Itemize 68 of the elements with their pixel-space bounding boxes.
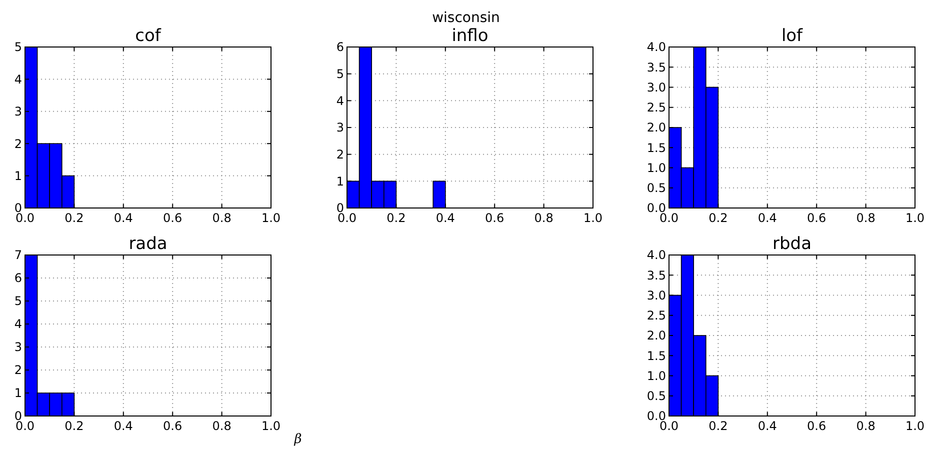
y-tick-label: 4.0 xyxy=(646,248,666,262)
y-tick-label: 3 xyxy=(336,120,344,135)
y-tick-label: 2 xyxy=(14,363,22,378)
x-tick-label: 0.8 xyxy=(856,211,876,225)
x-tick-label: 1.0 xyxy=(905,211,925,225)
x-tick-label: 0.4 xyxy=(436,211,455,225)
x-tick-label: 0.4 xyxy=(114,419,133,433)
y-tick-label: 2 xyxy=(336,148,344,162)
x-tick-label: 0.2 xyxy=(708,211,728,225)
text: wisconsin xyxy=(432,10,500,26)
y-tick-label: 1 xyxy=(14,169,22,183)
y-tick-label: 1.5 xyxy=(646,348,666,363)
chart-title: lof xyxy=(781,26,804,46)
chart-title: inflo xyxy=(452,26,488,46)
y-tick-label: 3.0 xyxy=(646,80,666,94)
y-tick-label: 4.0 xyxy=(646,40,666,54)
y-tick-label: 4 xyxy=(14,317,22,332)
x-tick-label: 0.2 xyxy=(708,419,728,433)
x-tick-label: 1.0 xyxy=(261,419,281,433)
y-tick-label: 2.5 xyxy=(646,100,666,115)
y-tick-label: 3.5 xyxy=(646,268,666,282)
x-tick-label: 0.6 xyxy=(163,211,182,225)
x-tick-label: 0.6 xyxy=(163,419,182,433)
y-tick-label: 3.0 xyxy=(646,288,666,302)
x-tick-label: 0.4 xyxy=(758,211,777,225)
x-tick-label: 0.8 xyxy=(212,419,232,433)
y-tick-label: 5 xyxy=(14,40,22,54)
x-tick-label: 0.2 xyxy=(64,419,84,433)
x-tick-label: 0.8 xyxy=(856,419,876,433)
y-tick-label: 3 xyxy=(14,340,22,354)
chart-title: rbda xyxy=(772,234,812,254)
y-tick-label: 1.0 xyxy=(646,368,666,383)
x-tick-label: 0.2 xyxy=(386,211,406,225)
x-axis-title: β xyxy=(293,432,302,447)
chart-title: cof xyxy=(135,26,162,46)
y-tick-label: 1 xyxy=(336,174,344,188)
y-tick-label: 2.0 xyxy=(646,120,666,135)
x-tick-label: 0.0 xyxy=(659,419,679,433)
y-tick-label: 4 xyxy=(14,72,22,86)
y-tick-label: 0.5 xyxy=(646,389,666,404)
y-tick-label: 5 xyxy=(336,67,344,82)
x-tick-label: 0.8 xyxy=(212,211,232,225)
y-tick-label: 2.0 xyxy=(646,328,666,343)
x-tick-label: 1.0 xyxy=(905,419,925,433)
y-tick-label: 1.5 xyxy=(646,140,666,155)
x-tick-label: 0.8 xyxy=(534,211,554,225)
y-tick-label: 3.5 xyxy=(646,60,666,74)
x-tick-label: 0.6 xyxy=(807,419,826,433)
y-tick-label: 6 xyxy=(336,40,344,54)
x-tick-label: 0.4 xyxy=(114,211,133,225)
x-tick-label: 0.0 xyxy=(659,211,679,225)
y-tick-label: 1 xyxy=(14,386,22,400)
y-tick-label: 4 xyxy=(336,94,344,108)
y-tick-label: 7 xyxy=(14,248,22,262)
x-tick-label: 1.0 xyxy=(261,211,281,225)
x-tick-label: 0.6 xyxy=(485,211,504,225)
x-tick-label: 1.0 xyxy=(583,211,603,225)
y-tick-label: 3 xyxy=(14,104,22,119)
y-tick-label: 2 xyxy=(14,136,22,151)
x-tick-label: 0.6 xyxy=(807,211,826,225)
y-tick-label: 1.0 xyxy=(646,160,666,175)
chart-title: rada xyxy=(128,234,168,254)
y-tick-label: 0.5 xyxy=(646,181,666,196)
y-tick-label: 5 xyxy=(14,294,22,308)
x-tick-label: 0.4 xyxy=(758,419,777,433)
y-tick-label: 6 xyxy=(14,271,22,286)
y-tick-label: 2.5 xyxy=(646,308,666,323)
x-tick-label: 0.2 xyxy=(64,211,84,225)
